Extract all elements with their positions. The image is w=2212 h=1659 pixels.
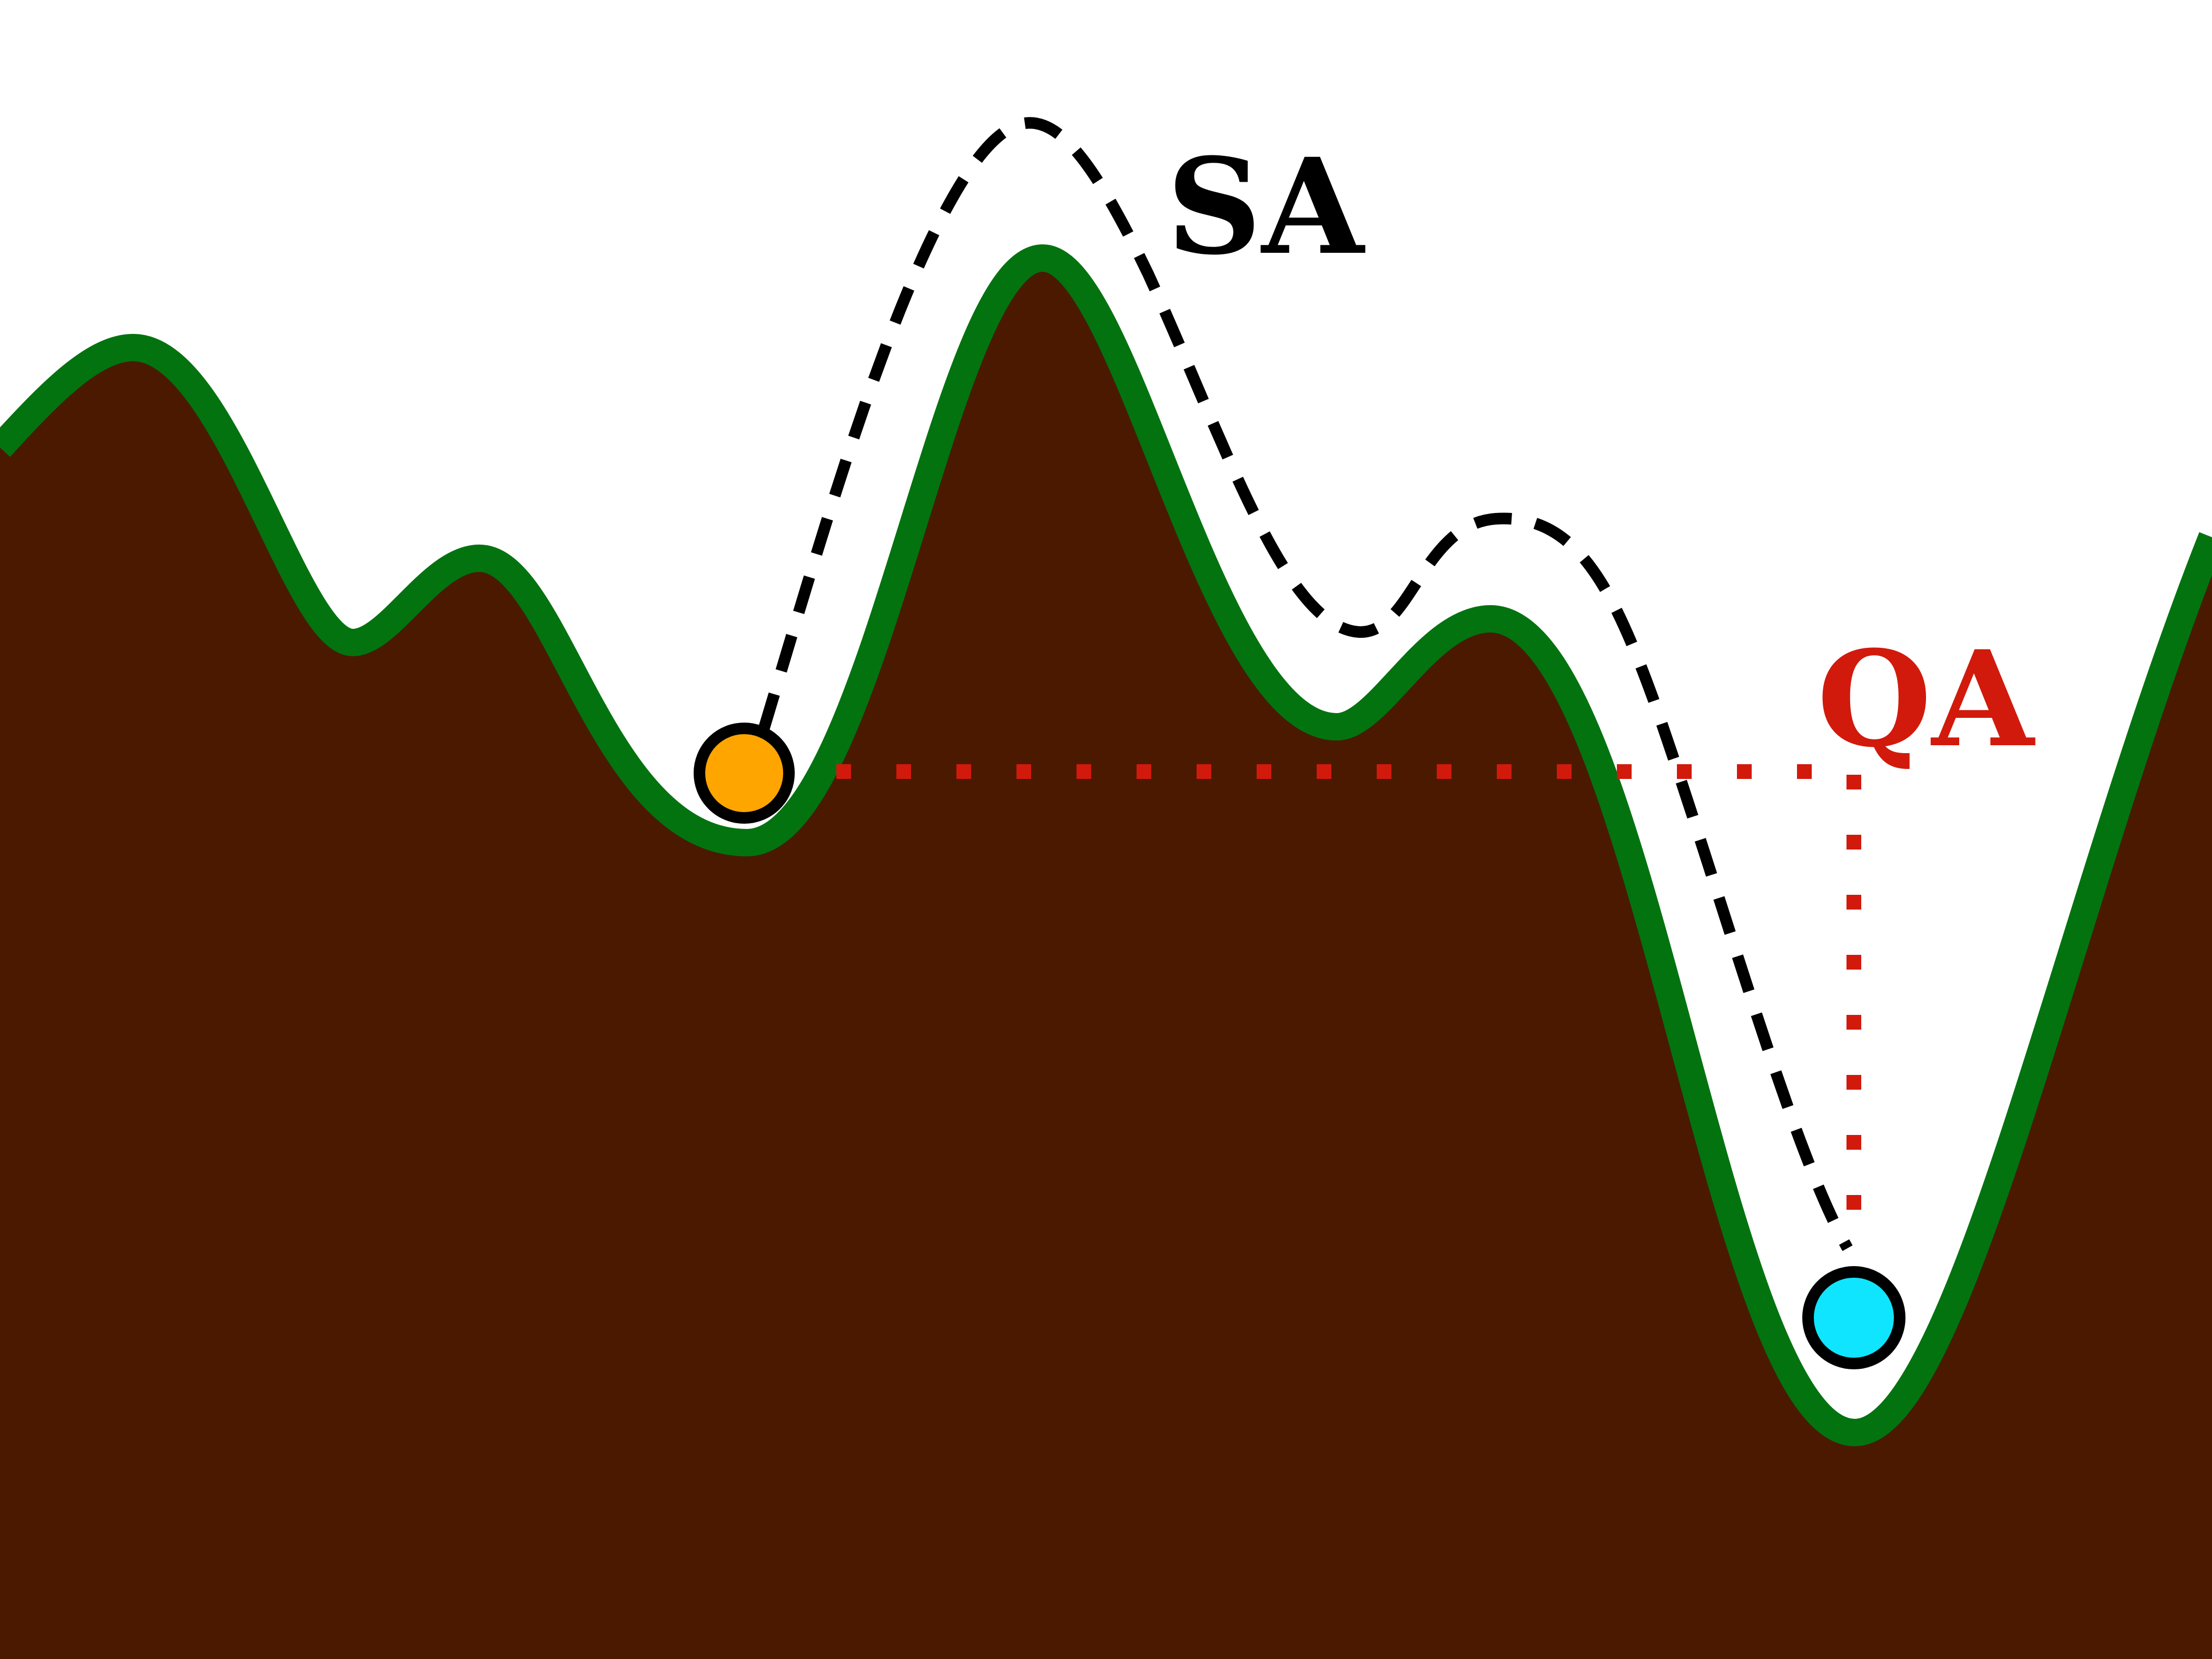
ground-fill — [0, 258, 2212, 1659]
ground-edge-curve — [0, 244, 2212, 1446]
sa-path — [758, 117, 1853, 1251]
cyan-circle-icon — [1802, 1266, 1905, 1369]
orange-circle-icon — [694, 723, 795, 824]
sa-label: SA — [1167, 129, 1366, 284]
qa-label: QA — [1817, 621, 2036, 776]
